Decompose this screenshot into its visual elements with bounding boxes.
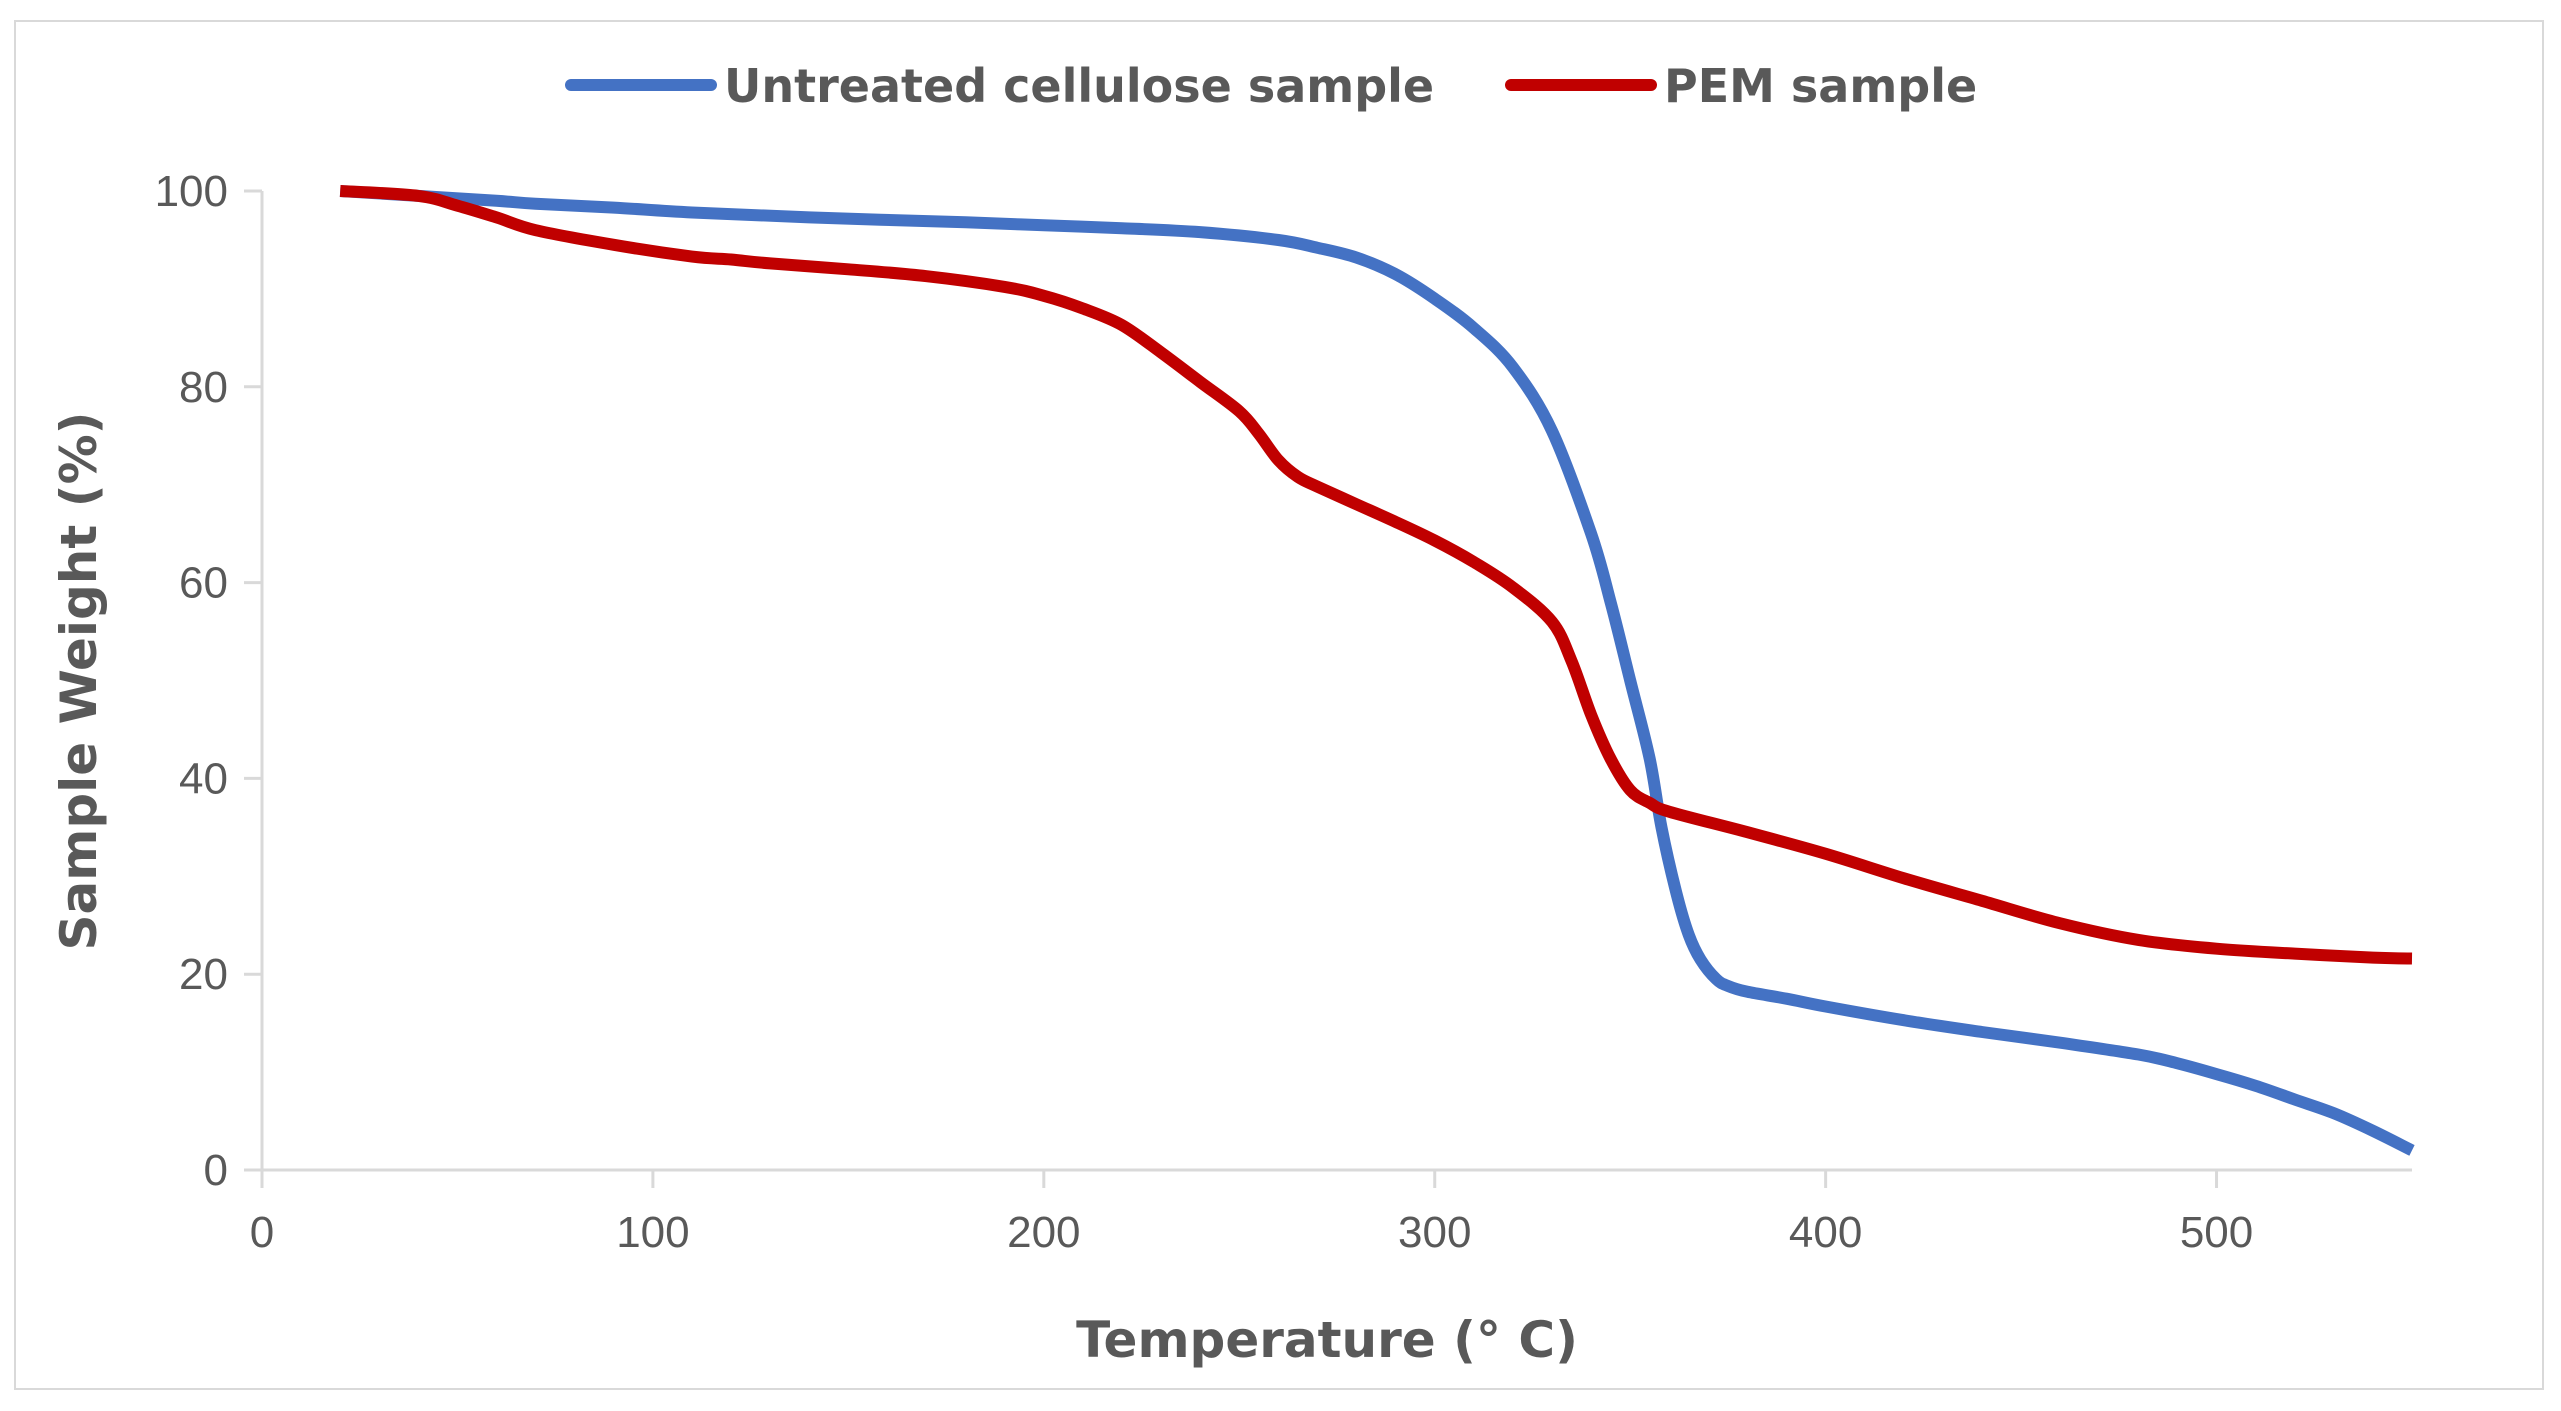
y-tick-label: 0 (204, 1146, 228, 1195)
legend-label-untreated: Untreated cellulose sample (724, 59, 1434, 113)
x-tick-label: 200 (1007, 1208, 1080, 1257)
y-tick-label: 100 (155, 167, 228, 216)
pem-sample-line (339, 185, 2413, 965)
chart-area: Untreated cellulose sample PEM sample 0 2… (14, 20, 2544, 1390)
x-axis-title: Temperature (° C) (1076, 1311, 1578, 1369)
y-tick-label: 40 (179, 754, 228, 803)
axes: 0 20 40 60 80 100 0 100 200 300 400 500 (155, 167, 2412, 1257)
x-tick-label: 100 (616, 1208, 689, 1257)
y-tick-label: 60 (179, 559, 228, 608)
x-ticks: 0 100 200 300 400 500 (250, 1170, 2253, 1257)
series-group (339, 185, 2415, 1156)
x-tick-label: 300 (1398, 1208, 1471, 1257)
x-tick-label: 500 (2180, 1208, 2253, 1257)
x-tick-label: 0 (250, 1208, 274, 1257)
line-chart: Untreated cellulose sample PEM sample 0 2… (50, 59, 2415, 1369)
legend: Untreated cellulose sample PEM sample (565, 59, 1977, 113)
y-tick-label: 80 (179, 363, 228, 412)
y-tick-label: 20 (179, 950, 228, 999)
x-tick-label: 400 (1789, 1208, 1862, 1257)
y-ticks: 0 20 40 60 80 100 (155, 167, 262, 1195)
legend-label-pem: PEM sample (1664, 59, 1977, 113)
y-axis-title: Sample Weight (%) (50, 411, 108, 950)
untreated-cellulose-line (339, 185, 2415, 1156)
